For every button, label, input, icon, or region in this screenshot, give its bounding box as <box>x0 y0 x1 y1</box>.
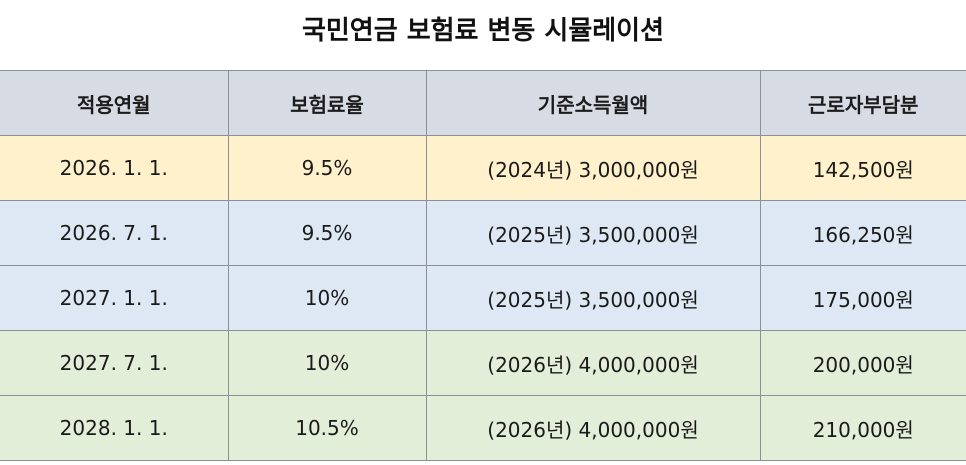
cell-apply-date: 2026. 1. 1. <box>0 135 229 201</box>
cell-premium-rate: 10% <box>227 330 427 396</box>
table-row: 2027. 1. 1. 10% (2025년) 3,500,000원 175,000원 <box>0 265 966 331</box>
table-header-row: 적용연월 보험료율 기준소득월액 근로자부담분 <box>0 70 966 136</box>
cell-premium-rate: 10% <box>227 265 427 331</box>
cell-employee-share: 210,000원 <box>759 395 966 461</box>
cell-premium-rate: 10.5% <box>227 395 427 461</box>
page-title: 국민연금 보험료 변동 시뮬레이션 <box>301 16 665 46</box>
table-row: 2026. 1. 1. 9.5% (2024년) 3,000,000원 142,500… <box>0 135 966 201</box>
cell-employee-share: 166,250원 <box>759 200 966 266</box>
cell-employee-share: 175,000원 <box>759 265 966 331</box>
cell-apply-date: 2026. 7. 1. <box>0 200 229 266</box>
header-apply-date: 적용연월 <box>0 70 229 136</box>
cell-base-income: (2024년) 3,000,000원 <box>425 135 761 201</box>
cell-apply-date: 2028. 1. 1. <box>0 395 229 461</box>
cell-apply-date: 2027. 7. 1. <box>0 330 229 396</box>
table-row: 2027. 7. 1. 10% (2026년) 4,000,000원 200,000원 <box>0 330 966 396</box>
cell-base-income: (2026년) 4,000,000원 <box>425 395 761 461</box>
header-premium-rate: 보험료율 <box>227 70 427 136</box>
cell-base-income: (2026년) 4,000,000원 <box>425 330 761 396</box>
cell-employee-share: 142,500원 <box>759 135 966 201</box>
table-row: 2026. 7. 1. 9.5% (2025년) 3,500,000원 166,250… <box>0 200 966 266</box>
header-employee-share: 근로자부담분 <box>759 70 966 136</box>
table-row: 2028. 1. 1. 10.5% (2026년) 4,000,000원 210,00… <box>0 395 966 461</box>
cell-premium-rate: 9.5% <box>227 135 427 201</box>
cell-premium-rate: 9.5% <box>227 200 427 266</box>
header-base-income: 기준소득월액 <box>425 70 761 136</box>
premium-simulation-table: 적용연월 보험료율 기준소득월액 근로자부담분 2026. 1. 1. 9.5%(… <box>0 70 966 461</box>
cell-base-income: (2025년) 3,500,000원 <box>425 200 761 266</box>
cell-base-income: (2025년) 3,500,000원 <box>425 265 761 331</box>
cell-employee-share: 200,000원 <box>759 330 966 396</box>
cell-apply-date: 2027. 1. 1. <box>0 265 229 331</box>
